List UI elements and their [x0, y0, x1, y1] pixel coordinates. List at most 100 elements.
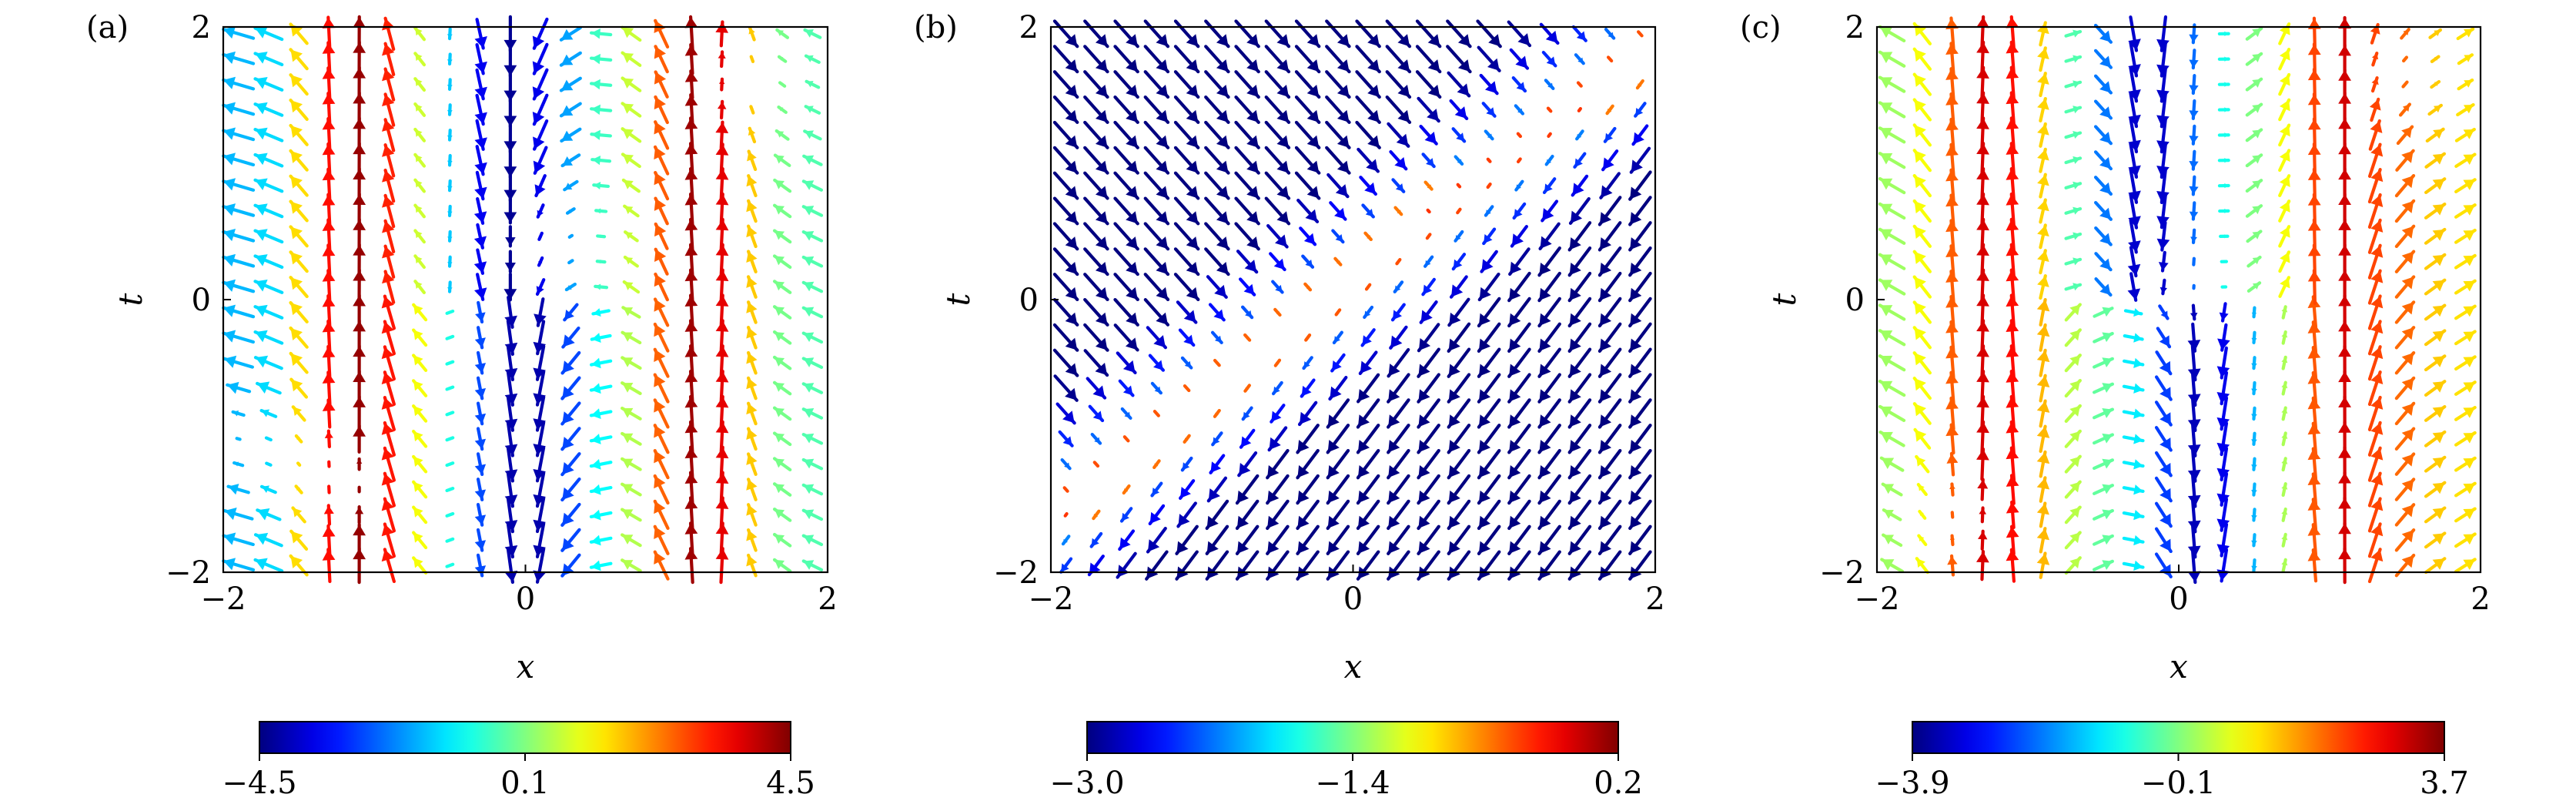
quiver-arrow: [2371, 52, 2379, 67]
quiver-arrow: [2037, 21, 2049, 47]
quiver-arrow: [560, 376, 581, 400]
y-axis-label: t: [1765, 293, 1803, 306]
quiver-arrow: [1605, 104, 1614, 116]
quiver-arrow: [381, 294, 396, 330]
quiver-arrow: [2006, 500, 2019, 529]
quiver-arrow: [2454, 330, 2477, 346]
quiver-arrow: [2367, 421, 2384, 457]
quiver-arrow: [805, 79, 821, 89]
quiver-arrow: [1597, 424, 1622, 454]
quiver-arrow: [1325, 120, 1351, 149]
quiver-arrow: [1235, 474, 1260, 505]
quiver-arrow: [1113, 171, 1139, 200]
quiver-arrow: [412, 404, 428, 423]
quiver-arrow: [2281, 558, 2288, 573]
quiver-arrow: [2281, 355, 2288, 370]
quiver-arrow: [1507, 297, 1531, 328]
y-tick-label: −2: [1819, 555, 1865, 591]
quiver-arrow: [1628, 196, 1652, 226]
quiver-arrow: [2122, 509, 2145, 521]
quiver-arrow: [1945, 423, 1959, 455]
quiver-arrow: [1628, 221, 1652, 252]
quiver-arrow: [748, 26, 756, 42]
quiver-arrow: [1599, 172, 1621, 199]
quiver-arrow: [801, 382, 824, 394]
quiver-arrow: [2156, 167, 2170, 205]
quiver-arrow: [1234, 146, 1260, 175]
quiver-arrow: [2216, 370, 2230, 406]
quiver-arrow: [533, 547, 546, 584]
quiver-arrow: [2278, 72, 2291, 96]
quiver-arrow: [289, 174, 309, 197]
quiver-arrow: [1385, 70, 1412, 99]
quiver-arrow: [594, 283, 609, 290]
quiver-arrow: [1423, 255, 1434, 268]
quiver-arrow: [253, 330, 284, 345]
quiver-arrow: [684, 15, 698, 52]
quiver-arrow: [1606, 55, 1614, 63]
quiver-arrow: [2064, 55, 2083, 63]
quiver-arrow: [1878, 404, 1906, 422]
quiver-arrow: [1294, 120, 1321, 149]
quiver-arrow: [560, 350, 581, 375]
quiver-arrow: [504, 319, 518, 357]
quiver-arrow: [2367, 497, 2384, 533]
quiver-arrow: [253, 254, 284, 270]
quiver-arrow: [1326, 550, 1350, 581]
quiver-arrow: [1146, 326, 1168, 350]
quiver-arrow: [1062, 486, 1069, 493]
quiver-arrow: [1083, 19, 1109, 49]
quiver-arrow: [746, 350, 758, 375]
quiver-arrow: [1949, 534, 1955, 547]
quiver-arrow: [563, 303, 579, 322]
quiver-arrow: [718, 50, 726, 69]
quiver-arrow: [1236, 250, 1259, 274]
quiver-arrow: [1628, 271, 1652, 303]
quiver-arrow: [1052, 348, 1079, 377]
quiver-arrow: [1567, 550, 1592, 581]
quiver-arrow: [289, 377, 309, 399]
quiver-arrow: [621, 102, 642, 118]
quiver-arrow: [1417, 448, 1440, 480]
quiver-arrow: [653, 524, 670, 555]
quiver-arrow: [1537, 448, 1561, 480]
quiver-arrow: [1510, 225, 1528, 248]
quiver-arrow: [447, 179, 453, 193]
quiver-arrow: [2093, 74, 2113, 95]
quiver-arrow: [445, 537, 455, 543]
quiver-arrow: [222, 253, 256, 268]
quiver-arrow: [1421, 152, 1436, 169]
quiver-arrow: [2398, 102, 2412, 117]
quiver-arrow: [1484, 205, 1494, 217]
quiver-arrow: [532, 17, 549, 50]
quiver-arrow: [253, 532, 283, 548]
quiver-arrow: [382, 168, 396, 203]
quiver-arrow: [1059, 557, 1073, 574]
quiver-arrow: [772, 254, 792, 270]
quiver-arrow: [2367, 294, 2384, 330]
quiver-arrow: [2281, 305, 2288, 320]
quiver-arrow: [1243, 333, 1252, 342]
quiver-arrow: [802, 154, 823, 166]
quiver-arrow: [445, 511, 455, 518]
quiver-arrow: [1451, 127, 1467, 143]
quiver-arrow: [1507, 448, 1531, 480]
quiver-arrow: [1508, 247, 1531, 276]
quiver-arrow: [2281, 431, 2288, 447]
quiver-arrow: [382, 143, 396, 178]
quiver-arrow: [2154, 426, 2173, 452]
quiver-arrow: [1912, 174, 1932, 198]
quiver-arrow: [1597, 297, 1622, 328]
quiver-arrow: [289, 529, 309, 551]
quiver-arrow: [1205, 499, 1229, 531]
quiver-arrow: [2454, 279, 2477, 295]
quiver-arrow: [222, 102, 256, 116]
quiver-arrow: [654, 196, 669, 226]
colorbar-tick-label: 4.5: [766, 766, 815, 801]
quiver-arrow: [772, 508, 792, 522]
quiver-arrow: [1597, 271, 1622, 303]
quiver-arrow: [1204, 222, 1230, 251]
quiver-arrow: [2456, 27, 2475, 41]
quiver-arrow: [1912, 199, 1932, 223]
quiver-arrow: [1516, 157, 1522, 164]
